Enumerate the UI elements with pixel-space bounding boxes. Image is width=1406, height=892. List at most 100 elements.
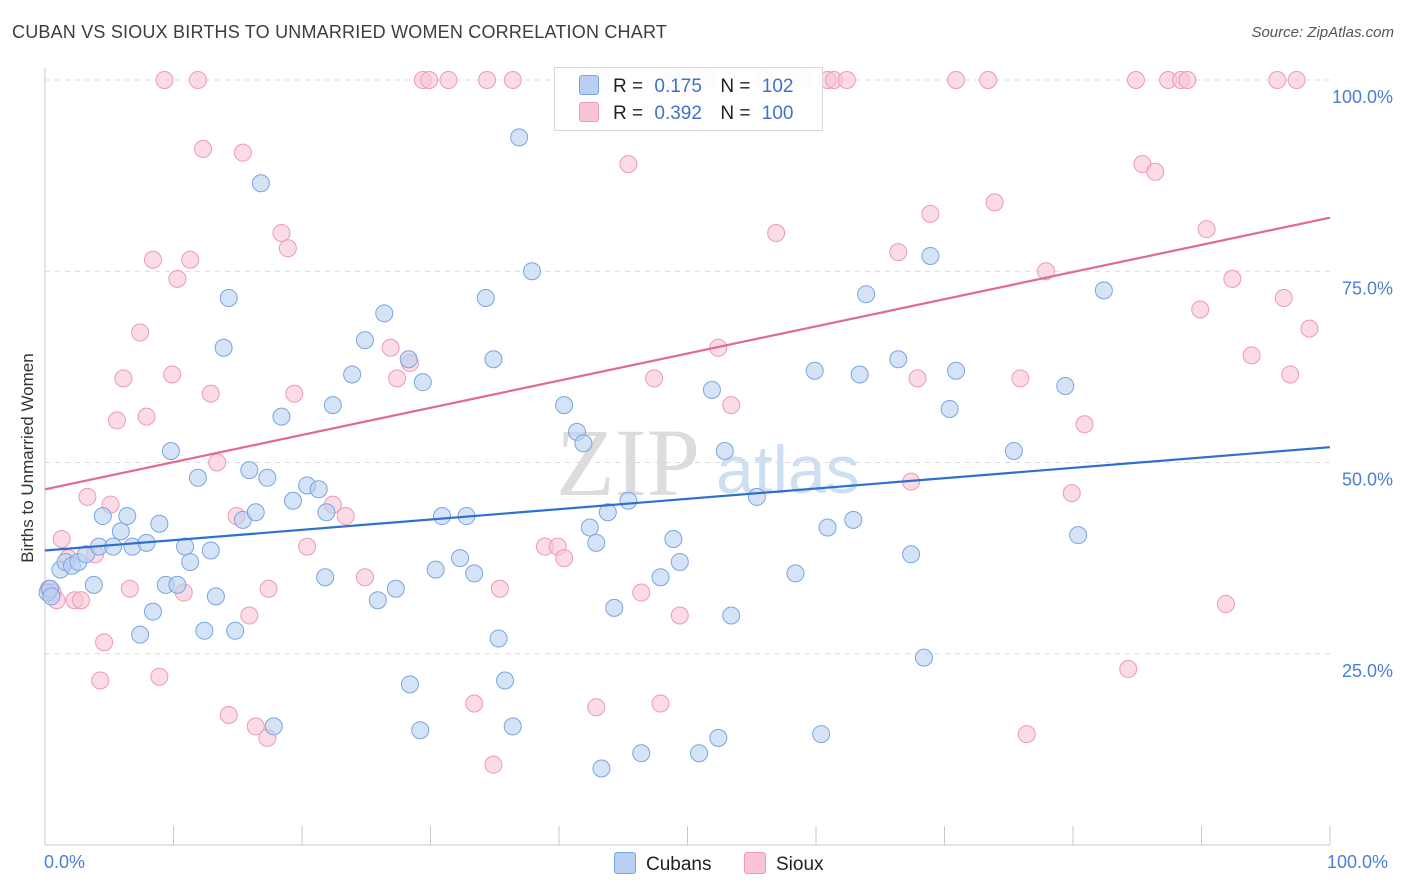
cubans-point-83 <box>747 487 766 506</box>
cubans-point-89 <box>850 365 869 384</box>
legend-item-cubans[interactable]: Cubans <box>614 852 712 876</box>
sioux-point-98 <box>1300 319 1319 338</box>
sioux-point-32 <box>246 717 265 736</box>
chart-title: CUBAN VS SIOUX BIRTHS TO UNMARRIED WOMEN… <box>12 22 668 42</box>
cubans-point-49 <box>399 350 418 369</box>
sioux-point-17 <box>143 250 162 269</box>
y-axis-label: Births to Unmarried Women <box>18 353 37 563</box>
sioux-point-83 <box>1126 71 1145 89</box>
sioux-point-95 <box>1274 289 1293 308</box>
cubans-point-82 <box>722 606 741 625</box>
cubans-point-18 <box>150 514 169 533</box>
legend-item-sioux[interactable]: Sioux <box>744 852 824 876</box>
sioux-point-57 <box>619 155 638 174</box>
cubans-r-value: 0.175 <box>654 76 702 97</box>
sioux-point-75 <box>947 71 966 89</box>
cubans-point-48 <box>386 579 405 598</box>
cubans-point-59 <box>484 350 503 369</box>
axes <box>44 68 1331 846</box>
sioux-point-37 <box>285 384 304 403</box>
cubans-point-68 <box>580 518 599 537</box>
sioux-point-47 <box>439 71 458 89</box>
legend-row-cubans: R = 0.175 N = 102 <box>579 75 793 99</box>
sioux-point-40 <box>336 507 355 526</box>
x-tick-label-max: 100.0% <box>1327 852 1389 872</box>
sioux-point-59 <box>645 369 664 388</box>
cubans-point-42 <box>316 568 335 587</box>
sioux-trend-line <box>44 216 1331 491</box>
cubans-point-60 <box>489 629 508 648</box>
sioux-point-77 <box>985 193 1004 212</box>
sioux-point-18 <box>150 667 169 686</box>
cubans-point-84 <box>786 564 805 583</box>
sioux-point-48 <box>465 694 484 713</box>
cubans-point-43 <box>323 396 342 415</box>
cubans-legend-swatch <box>614 852 636 874</box>
sioux-point-10 <box>95 633 114 652</box>
cubans-point-72 <box>605 598 624 617</box>
cubans-point-45 <box>355 331 374 350</box>
sioux-point-26 <box>201 384 220 403</box>
cubans-point-86 <box>812 725 831 744</box>
cubans-point-41 <box>317 503 336 522</box>
trend-lines <box>44 216 1331 552</box>
sioux-point-31 <box>240 606 259 625</box>
sioux-point-6 <box>71 591 90 610</box>
cubans-point-95 <box>940 399 959 418</box>
cubans-point-52 <box>411 721 430 740</box>
cubans-point-73 <box>619 491 638 510</box>
sioux-point-56 <box>587 698 606 717</box>
sioux-points <box>39 71 1319 774</box>
sioux-point-94 <box>1268 71 1287 89</box>
sioux-point-85 <box>1146 162 1165 181</box>
cubans-point-51 <box>400 675 419 694</box>
sioux-point-82 <box>1075 415 1094 434</box>
sioux-point-24 <box>188 71 207 89</box>
sioux-point-50 <box>484 755 503 774</box>
cubans-point-88 <box>844 510 863 529</box>
sioux-point-25 <box>194 139 213 158</box>
cubans-point-26 <box>201 541 220 560</box>
cubans-legend-label: Cubans <box>646 854 712 875</box>
cubans-point-50 <box>413 373 432 392</box>
sioux-point-93 <box>1242 346 1261 365</box>
sioux-point-28 <box>219 705 238 724</box>
cubans-point-69 <box>587 533 606 552</box>
y-tick-labels: 25.0% 50.0% 75.0% 100.0% <box>1332 87 1393 681</box>
sioux-point-42 <box>381 338 400 357</box>
x-tick-label-min: 0.0% <box>44 852 86 872</box>
cubans-point-80 <box>709 728 728 747</box>
sioux-point-43 <box>388 369 407 388</box>
cubans-point-94 <box>921 246 940 265</box>
cubans-point-20 <box>161 442 180 461</box>
cubans-point-87 <box>818 518 837 537</box>
cubans-point-76 <box>664 530 683 548</box>
sioux-point-66 <box>767 224 786 242</box>
cubans-swatch <box>579 75 599 95</box>
cubans-point-97 <box>1004 442 1023 461</box>
sioux-legend-label: Sioux <box>776 854 824 875</box>
cubans-points <box>38 71 1113 778</box>
sioux-point-7 <box>78 487 97 506</box>
cubans-point-55 <box>451 549 470 568</box>
cubans-point-37 <box>272 407 291 426</box>
sioux-point-38 <box>298 537 317 556</box>
sioux-point-81 <box>1062 484 1081 503</box>
sioux-point-21 <box>168 269 187 288</box>
cubans-point-23 <box>181 552 200 571</box>
sioux-r-value: 0.392 <box>654 103 702 124</box>
cubans-point-70 <box>592 759 611 778</box>
sioux-point-3 <box>52 530 71 548</box>
cubans-point-46 <box>368 591 387 610</box>
cubans-point-8 <box>84 575 103 594</box>
sioux-r-label: R = <box>613 103 644 124</box>
sioux-point-55 <box>555 549 574 568</box>
sioux-point-46 <box>420 71 439 89</box>
cubans-point-13 <box>118 507 137 526</box>
cubans-point-2 <box>42 587 61 606</box>
cubans-trend-line <box>44 446 1331 552</box>
cubans-point-32 <box>240 461 259 480</box>
sioux-swatch <box>579 102 599 122</box>
cubans-point-65 <box>555 396 574 415</box>
sioux-point-36 <box>278 239 297 258</box>
